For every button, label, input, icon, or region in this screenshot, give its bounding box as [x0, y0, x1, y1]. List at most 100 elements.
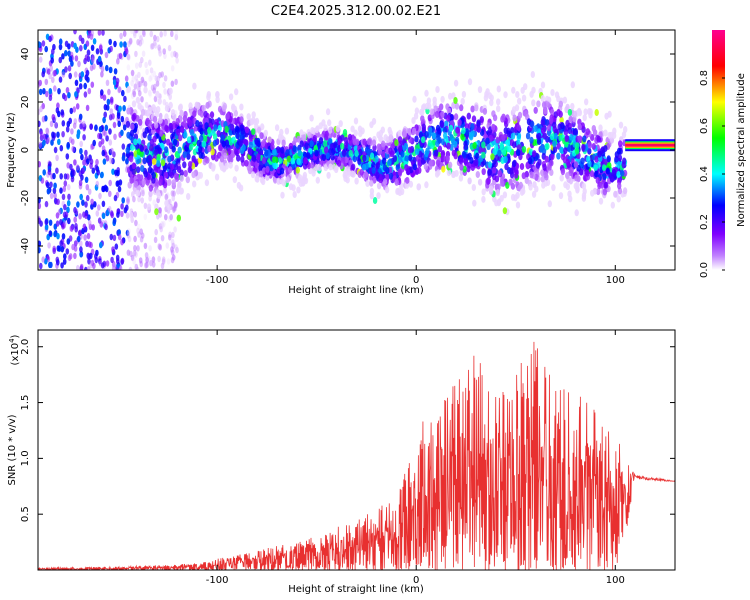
spectrogram-cell: [161, 222, 165, 229]
spectrogram-cell: [73, 206, 77, 214]
spectrogram-cell: [42, 133, 47, 140]
spectrogram-cell: [159, 129, 164, 137]
spectrogram-cell: [133, 83, 138, 90]
spectrogram-cell: [591, 125, 596, 132]
spectrogram-cell: [323, 124, 328, 132]
spectrogram-cell: [111, 265, 116, 270]
spectrogram-cell: [109, 108, 114, 115]
spectrogram-cell: [529, 120, 535, 128]
spectrogram-cell: [564, 135, 569, 143]
spectrogram-cell: [187, 166, 192, 174]
spectrogram-cell: [424, 89, 429, 97]
spectrogram-cell: [80, 71, 85, 78]
spectrogram-cell: [490, 153, 495, 161]
spectrogram-cell: [67, 65, 72, 72]
spectrogram-cell: [416, 183, 421, 191]
spectrogram-cell: [132, 258, 136, 265]
colorbar-tick-label: 0.0: [699, 262, 710, 278]
spectrogram-cell: [88, 223, 93, 230]
spectrogram-cell: [591, 143, 596, 150]
spectrogram-cell: [344, 156, 349, 164]
spectrogram-cell: [156, 106, 161, 113]
spectrogram-cell: [145, 117, 150, 125]
spectrogram-cell: [515, 91, 520, 98]
spectrogram-cell: [129, 155, 134, 163]
spectrogram-cell: [533, 125, 538, 133]
spectrogram-cell: [495, 189, 500, 197]
spectrogram-cell: [487, 161, 493, 169]
spectrogram-cell: [120, 257, 125, 265]
spectrogram-cell: [151, 171, 156, 179]
spectrogram-cell: [411, 127, 417, 135]
spectrogram-cell: [55, 220, 60, 227]
spectrogram-cell: [442, 126, 448, 134]
spectrogram-cell: [109, 66, 113, 74]
spectrogram-cell: [188, 119, 193, 127]
spectrogram-cell: [531, 190, 537, 198]
spectrogram-cell: [296, 135, 301, 143]
spectrogram-cell: [82, 159, 86, 166]
spectrogram-cell: [94, 164, 99, 171]
spectrogram-cell: [547, 200, 552, 208]
snr-panel: -100 0 100 0.5 1.0 1.5 2.0 Height of straight …: [7, 329, 676, 595]
spectrogram-cell: [457, 119, 462, 127]
spectrogram-cell: [158, 116, 163, 124]
spectrogram-cell: [518, 181, 523, 189]
spectrogram-cell: [510, 132, 516, 140]
spectrogram-cell: [510, 127, 515, 134]
spectrogram-cell: [149, 67, 154, 74]
spectrogram-cell: [129, 176, 134, 184]
spectrogram-cell: [366, 138, 372, 146]
spectrogram-cell: [315, 176, 320, 184]
spectrogram-cell: [38, 108, 41, 116]
spectrogram-cell: [325, 108, 331, 116]
spectrogram-cell: [130, 123, 135, 131]
spectrogram-cell: [154, 208, 159, 216]
spectrogram-cell: [351, 163, 356, 171]
spectrogram-cell: [61, 120, 66, 127]
spectrogram-cell: [99, 221, 104, 228]
spectrogram-cell: [196, 139, 201, 147]
spectrogram-cell: [117, 86, 121, 94]
spectrogram-cell: [499, 194, 504, 202]
spectrogram-cell: [307, 131, 312, 139]
spectrogram-cell: [58, 38, 63, 45]
spectrogram-cell: [279, 128, 284, 136]
spectrogram-cell: [465, 128, 470, 136]
spectrogram-cell: [519, 188, 525, 196]
spectrogram-cell: [461, 90, 467, 98]
spectrogram-cell: [353, 129, 358, 137]
spectrogram-cell: [594, 155, 599, 163]
spectrogram-cell: [459, 104, 464, 112]
y-tick-label: 2.0: [20, 339, 31, 355]
spectrogram-cell: [270, 143, 275, 151]
spectrogram-cell: [324, 130, 329, 138]
spectrogram-cell: [343, 175, 348, 182]
spectrogram-cell: [120, 129, 124, 136]
spectrogram-cell: [199, 110, 205, 118]
spectrogram-cell: [334, 166, 339, 174]
spectrogram-cell: [94, 184, 99, 191]
spectrogram-cell: [132, 90, 137, 98]
spectrogram-cell: [251, 154, 257, 162]
spectrogram-cell: [134, 219, 138, 227]
spectrogram-cell: [612, 127, 617, 135]
spectrogram-cell: [397, 136, 403, 144]
spectrogram-cell: [598, 124, 603, 132]
spectrogram-cell: [353, 117, 359, 125]
spectrogram-cell: [57, 110, 61, 118]
spectrogram-cell: [102, 158, 107, 165]
spectrogram-cell: [104, 124, 109, 131]
spectrogram-cell: [176, 214, 181, 222]
spectrogram-cell: [376, 192, 381, 200]
spectrogram-cell: [79, 263, 84, 270]
spectrogram-cell: [620, 169, 625, 177]
spectrogram-cell: [126, 53, 131, 60]
spectrogram-cell: [475, 152, 480, 160]
spectrogram-cell: [126, 107, 131, 115]
spectrogram-cell: [240, 128, 245, 135]
spectrogram-cell: [595, 176, 600, 184]
spectrogram-cell: [49, 120, 54, 128]
spectrogram-cell: [397, 169, 402, 176]
spectrogram-cell: [545, 179, 551, 186]
